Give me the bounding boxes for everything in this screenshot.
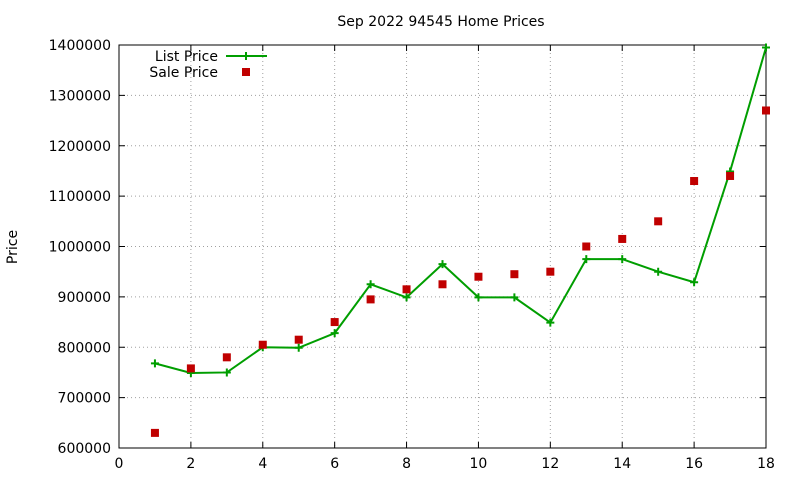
list-price-point bbox=[474, 293, 483, 302]
list-price-point bbox=[294, 343, 303, 352]
list-price-point bbox=[402, 293, 411, 302]
sale-price-point bbox=[510, 270, 519, 279]
x-tick-label: 2 bbox=[186, 456, 195, 472]
sale-price-point bbox=[222, 353, 231, 362]
legend-label: List Price bbox=[155, 49, 218, 65]
chart-title: Sep 2022 94545 Home Prices bbox=[337, 14, 544, 30]
series-layer bbox=[150, 43, 770, 437]
series-list-price bbox=[150, 43, 770, 377]
y-tick-label: 1300000 bbox=[49, 88, 111, 104]
sale-price-point bbox=[762, 106, 770, 115]
list-price-point bbox=[690, 278, 699, 287]
list-price-point bbox=[582, 255, 591, 264]
sale-price-point bbox=[150, 428, 159, 437]
sale-price-point bbox=[366, 295, 375, 304]
sale-price-point bbox=[438, 280, 447, 289]
list-price-point bbox=[438, 260, 447, 269]
list-price-point bbox=[510, 293, 519, 302]
sale-price-point bbox=[690, 177, 699, 186]
x-tick-label: 14 bbox=[613, 456, 631, 472]
y-tick-label: 600000 bbox=[58, 441, 111, 457]
x-tick-label: 4 bbox=[258, 456, 267, 472]
y-tick-label: 900000 bbox=[58, 290, 111, 306]
legend-square-swatch bbox=[242, 68, 250, 76]
x-tick-label: 0 bbox=[115, 456, 124, 472]
sale-price-point bbox=[186, 364, 195, 373]
legend-label: Sale Price bbox=[149, 65, 218, 81]
legend-cross-swatch bbox=[242, 52, 250, 60]
sale-price-point bbox=[654, 217, 663, 226]
sale-price-point bbox=[618, 234, 627, 243]
sale-price-point bbox=[546, 267, 555, 276]
sale-price-point bbox=[726, 171, 735, 180]
grid-lines bbox=[119, 45, 766, 448]
y-tick-label: 1000000 bbox=[49, 240, 111, 256]
x-tick-label: 16 bbox=[685, 456, 703, 472]
sale-price-point bbox=[582, 242, 591, 251]
y-tick-label: 1200000 bbox=[49, 139, 111, 155]
y-tick-label: 800000 bbox=[58, 340, 111, 356]
y-axis-label: Price bbox=[5, 230, 21, 264]
list-price-point bbox=[654, 267, 663, 276]
list-price-point bbox=[150, 359, 159, 368]
sale-price-point bbox=[258, 340, 267, 349]
sale-price-point bbox=[294, 335, 303, 344]
sale-price-point bbox=[402, 285, 411, 294]
list-price-point bbox=[546, 318, 555, 327]
list-price-point bbox=[366, 280, 375, 289]
x-tick-label: 8 bbox=[402, 456, 411, 472]
y-tick-label: 1400000 bbox=[49, 38, 111, 54]
list-price-point bbox=[762, 43, 770, 52]
list-price-point bbox=[618, 255, 627, 264]
sale-price-point bbox=[330, 318, 339, 327]
list-price-point bbox=[222, 368, 231, 377]
sale-price-point bbox=[474, 272, 483, 281]
axis-ticks: 0 2 4 6 8 10 12 14 16 18 600000 700000 800000 900000 1… bbox=[49, 38, 775, 472]
x-tick-label: 6 bbox=[330, 456, 339, 472]
y-tick-label: 1100000 bbox=[49, 189, 111, 205]
plot-frame bbox=[118, 44, 767, 449]
list-price-line bbox=[154, 47, 767, 374]
list-price-point bbox=[330, 329, 339, 338]
x-tick-label: 18 bbox=[757, 456, 775, 472]
plot-border bbox=[118, 44, 767, 449]
x-tick-label: 12 bbox=[541, 456, 559, 472]
series-sale-price bbox=[150, 106, 770, 437]
y-tick-label: 700000 bbox=[58, 391, 111, 407]
x-tick-label: 10 bbox=[470, 456, 488, 472]
